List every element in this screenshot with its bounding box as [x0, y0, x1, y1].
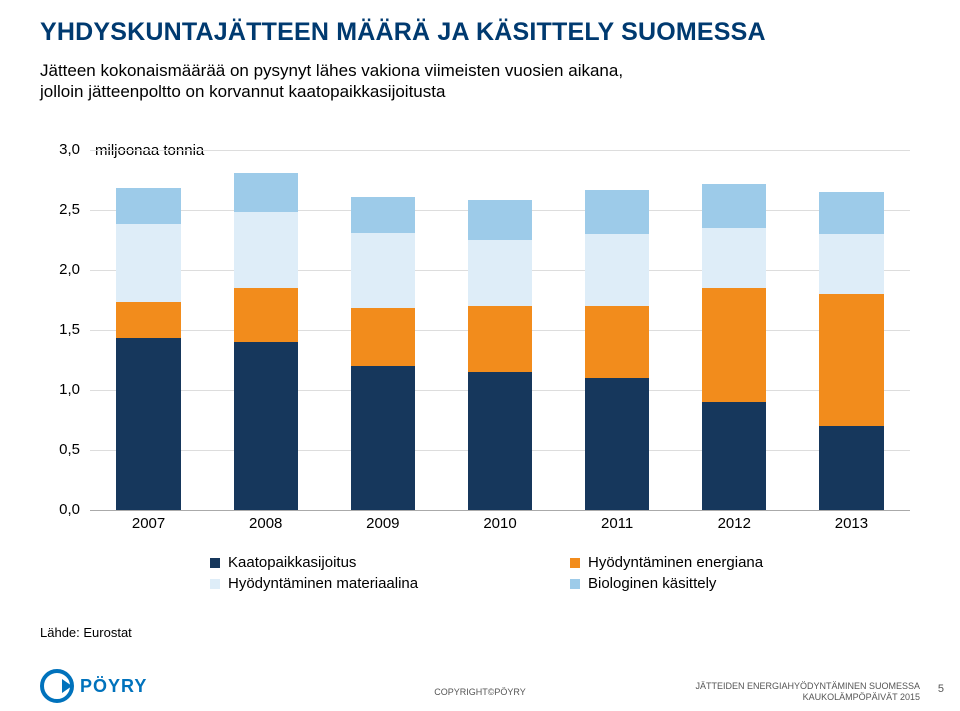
y-tick-label: 0,5 [59, 441, 80, 458]
bar-segment-energia [702, 288, 766, 402]
y-tick-label: 3,0 [59, 141, 80, 158]
logo-icon [40, 669, 74, 703]
legend-swatch [210, 579, 220, 589]
bar-segment-energia [351, 308, 415, 366]
subtitle-line-2: jolloin jätteenpoltto on korvannut kaato… [40, 81, 890, 102]
y-tick-label: 1,0 [59, 381, 80, 398]
bar-segment-materiaali [819, 234, 883, 294]
legend-swatch [210, 558, 220, 568]
source-text: Lähde: Eurostat [40, 625, 132, 640]
chart-legend: Kaatopaikkasijoitus Hyödyntäminen energia… [210, 550, 930, 592]
bar-segment-kaatopaikka [819, 426, 883, 510]
x-tick-label: 2007 [109, 515, 189, 532]
bar-segment-materiaali [468, 240, 532, 306]
footer: PÖYRY COPYRIGHT©PÖYRY JÄTTEIDEN ENERGIAH… [0, 667, 960, 711]
bar-segment-kaatopaikka [702, 402, 766, 510]
legend-label: Kaatopaikkasijoitus [228, 554, 356, 571]
footer-right-line-1: JÄTTEIDEN ENERGIAHYÖDYNTÄMINEN SUOMESSA [695, 681, 920, 692]
x-tick-label: 2011 [577, 515, 657, 532]
bar-segment-biologia [468, 200, 532, 240]
legend-swatch [570, 558, 580, 568]
page-subtitle: Jätteen kokonaismäärää on pysynyt lähes … [40, 60, 890, 103]
bar-segment-materiaali [702, 228, 766, 288]
x-tick-label: 2008 [226, 515, 306, 532]
bar-segment-kaatopaikka [351, 366, 415, 510]
logo-text: PÖYRY [80, 676, 147, 697]
bar-2009 [351, 197, 415, 510]
legend-row: Hyödyntäminen materiaalina Biologinen käs… [210, 575, 930, 592]
bar-segment-energia [116, 302, 180, 338]
bar-2013 [819, 192, 883, 510]
page-number: 5 [938, 683, 944, 695]
bar-segment-biologia [819, 192, 883, 234]
chart: miljoonaa tonnia 0,00,51,01,52,02,53,0 2… [40, 150, 920, 570]
y-tick-label: 2,0 [59, 261, 80, 278]
bar-segment-materiaali [116, 224, 180, 302]
bar-segment-biologia [351, 197, 415, 233]
legend-item-materiaali: Hyödyntäminen materiaalina [210, 575, 570, 592]
x-tick-label: 2010 [460, 515, 540, 532]
bar-segment-biologia [585, 190, 649, 234]
bar-segment-energia [234, 288, 298, 342]
bar-segment-kaatopaikka [234, 342, 298, 510]
bar-2012 [702, 184, 766, 510]
page-title: YHDYSKUNTAJÄTTEEN MÄÄRÄ JA KÄSITTELY SUO… [40, 18, 766, 47]
logo: PÖYRY [40, 669, 147, 703]
legend-item-energia: Hyödyntäminen energiana [570, 554, 930, 571]
bar-2008 [234, 173, 298, 510]
y-tick-label: 0,0 [59, 501, 80, 518]
legend-item-biologia: Biologinen käsittely [570, 575, 930, 592]
x-tick-label: 2013 [811, 515, 891, 532]
bar-segment-energia [819, 294, 883, 426]
legend-item-kaatopaikka: Kaatopaikkasijoitus [210, 554, 570, 571]
bars-layer [90, 150, 910, 510]
copyright-text: COPYRIGHT©PÖYRY [434, 687, 525, 697]
footer-right: JÄTTEIDEN ENERGIAHYÖDYNTÄMINEN SUOMESSA … [695, 681, 920, 703]
x-tick-label: 2012 [694, 515, 774, 532]
bar-2010 [468, 200, 532, 510]
bar-segment-materiaali [351, 233, 415, 309]
bar-segment-biologia [234, 173, 298, 213]
slide: YHDYSKUNTAJÄTTEEN MÄÄRÄ JA KÄSITTELY SUO… [0, 0, 960, 711]
y-tick-label: 2,5 [59, 201, 80, 218]
x-axis-labels: 2007 2008 2009 2010 2011 2012 2013 [90, 515, 910, 539]
chart-plot-area [90, 150, 910, 511]
legend-label: Hyödyntäminen materiaalina [228, 575, 418, 592]
bar-2007 [116, 188, 180, 510]
bar-2011 [585, 190, 649, 510]
y-tick-label: 1,5 [59, 321, 80, 338]
bar-segment-materiaali [585, 234, 649, 306]
footer-right-line-2: KAUKOLÄMPÖPÄIVÄT 2015 [695, 692, 920, 703]
legend-row: Kaatopaikkasijoitus Hyödyntäminen energia… [210, 554, 930, 571]
x-tick-label: 2009 [343, 515, 423, 532]
legend-label: Biologinen käsittely [588, 575, 716, 592]
legend-swatch [570, 579, 580, 589]
bar-segment-energia [468, 306, 532, 372]
bar-segment-materiaali [234, 212, 298, 288]
bar-segment-energia [585, 306, 649, 378]
subtitle-line-1: Jätteen kokonaismäärää on pysynyt lähes … [40, 61, 623, 80]
legend-label: Hyödyntäminen energiana [588, 554, 763, 571]
bar-segment-kaatopaikka [468, 372, 532, 510]
y-axis-labels: 0,00,51,01,52,02,53,0 [40, 150, 90, 510]
bar-segment-kaatopaikka [585, 378, 649, 510]
bar-segment-biologia [702, 184, 766, 228]
bar-segment-kaatopaikka [116, 338, 180, 510]
bar-segment-biologia [116, 188, 180, 224]
